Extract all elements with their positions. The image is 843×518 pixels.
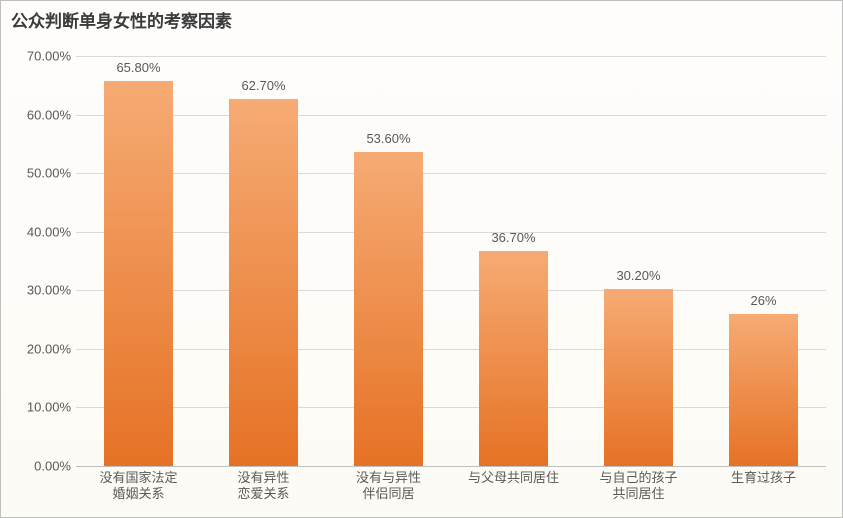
- y-tick-label: 50.00%: [6, 166, 71, 181]
- bar-slot: 53.60%没有与异性伴侣同居: [326, 56, 451, 466]
- plot-area: 0.00%10.00%20.00%30.00%40.00%50.00%60.00…: [76, 56, 826, 466]
- chart-frame: 公众判断单身女性的考察因素 0.00%10.00%20.00%30.00%40.…: [0, 0, 843, 518]
- bar-value-label: 65.80%: [76, 60, 201, 75]
- bar: [479, 251, 548, 466]
- x-tick-label: 生育过孩子: [676, 466, 843, 486]
- bar: [229, 99, 298, 466]
- bar-slot: 30.20%与自己的孩子共同居住: [576, 56, 701, 466]
- bar-value-label: 30.20%: [576, 268, 701, 283]
- bar: [104, 81, 173, 466]
- bar-value-label: 62.70%: [201, 78, 326, 93]
- bar-slot: 26%生育过孩子: [701, 56, 826, 466]
- y-tick-label: 30.00%: [6, 283, 71, 298]
- bar-slot: 65.80%没有国家法定婚姻关系: [76, 56, 201, 466]
- bar-value-label: 53.60%: [326, 131, 451, 146]
- bar: [604, 289, 673, 466]
- bar-value-label: 26%: [701, 293, 826, 308]
- y-tick-label: 60.00%: [6, 107, 71, 122]
- bar: [354, 152, 423, 466]
- bar-slot: 62.70%没有异性恋爱关系: [201, 56, 326, 466]
- bar-value-label: 36.70%: [451, 230, 576, 245]
- bar-slot: 36.70%与父母共同居住: [451, 56, 576, 466]
- bar: [729, 314, 798, 466]
- chart-title: 公众判断单身女性的考察因素: [11, 7, 232, 32]
- y-tick-label: 40.00%: [6, 224, 71, 239]
- y-tick-label: 70.00%: [6, 49, 71, 64]
- y-tick-label: 10.00%: [6, 400, 71, 415]
- y-tick-label: 20.00%: [6, 341, 71, 356]
